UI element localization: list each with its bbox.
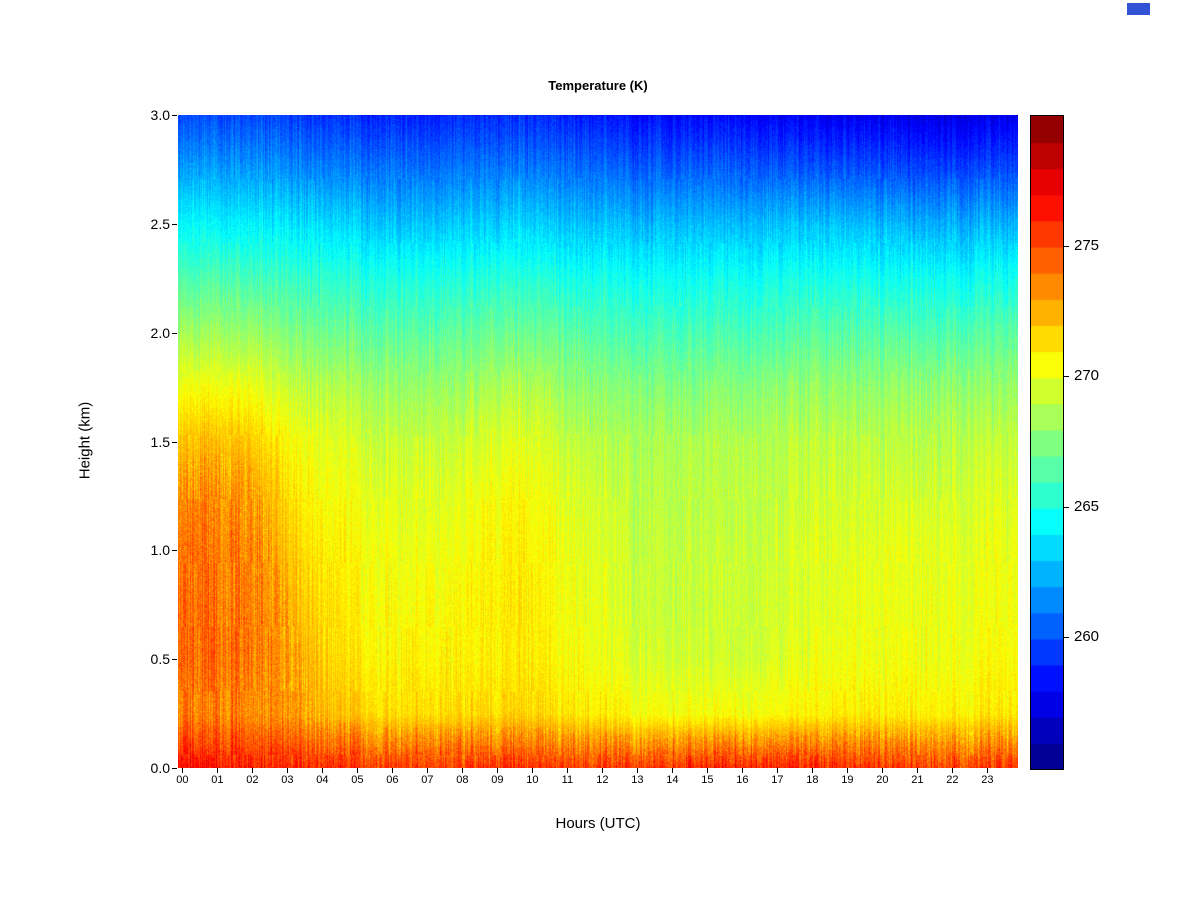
x-tick-label: 12	[596, 774, 609, 786]
chart-title: Temperature (K)	[548, 78, 648, 93]
x-tick-mark	[987, 768, 989, 773]
x-tick-label: 03	[281, 774, 294, 786]
colorbar	[1030, 115, 1064, 770]
colorbar-tick-label: 260	[1074, 628, 1100, 646]
x-tick-mark	[252, 768, 254, 773]
x-tick-label: 23	[981, 774, 994, 786]
corner-blue-mark	[1127, 3, 1150, 15]
x-tick-label: 00	[176, 774, 189, 786]
x-tick-label: 02	[246, 774, 259, 786]
x-tick-label: 19	[841, 774, 854, 786]
colorbar-tick-mark	[1064, 245, 1069, 247]
x-tick-label: 04	[316, 774, 329, 786]
x-tick-mark	[462, 768, 464, 773]
x-tick-mark	[672, 768, 674, 773]
x-tick-label: 14	[666, 774, 679, 786]
x-tick-mark	[532, 768, 534, 773]
x-tick-mark	[847, 768, 849, 773]
x-tick-mark	[357, 768, 359, 773]
y-tick-mark	[172, 332, 177, 334]
x-tick-label: 18	[806, 774, 819, 786]
colorbar-tick-label: 270	[1074, 367, 1100, 385]
y-tick-label: 1.5	[150, 433, 170, 450]
x-tick-label: 10	[526, 774, 539, 786]
x-tick-mark	[777, 768, 779, 773]
y-tick-mark	[172, 441, 177, 443]
x-tick-label: 09	[491, 774, 504, 786]
y-tick-label: 2.0	[150, 324, 170, 341]
y-tick-mark	[172, 659, 177, 661]
x-tick-mark	[182, 768, 184, 773]
x-tick-mark	[287, 768, 289, 773]
colorbar-tick-label: 265	[1074, 497, 1100, 515]
y-tick-label: 3.0	[150, 107, 170, 123]
colorbar-tick-label: 275	[1074, 236, 1100, 254]
x-tick-label: 22	[946, 774, 959, 786]
x-tick-label: 13	[631, 774, 644, 786]
x-tick-mark	[637, 768, 639, 773]
colorbar-tick-mark	[1064, 637, 1069, 639]
x-tick-mark	[707, 768, 709, 773]
x-tick-label: 07	[421, 774, 434, 786]
x-tick-label: 16	[736, 774, 749, 786]
heatmap-canvas	[178, 115, 1018, 768]
y-tick-mark	[172, 768, 177, 769]
colorbar-tick-mark	[1064, 506, 1069, 508]
y-tick-mark	[172, 223, 177, 225]
colorbar-tick-mark	[1064, 376, 1069, 378]
x-tick-mark	[602, 768, 604, 773]
y-tick-mark	[172, 115, 177, 116]
y-tick-label: 0.0	[150, 760, 170, 776]
x-tick-label: 20	[876, 774, 889, 786]
x-tick-label: 01	[211, 774, 224, 786]
x-tick-mark	[742, 768, 744, 773]
x-tick-mark	[567, 768, 569, 773]
x-tick-mark	[497, 768, 499, 773]
x-tick-mark	[952, 768, 954, 773]
x-tick-label: 06	[386, 774, 399, 786]
y-axis-label: Height (km)	[76, 401, 94, 480]
x-tick-mark	[812, 768, 814, 773]
x-tick-mark	[917, 768, 919, 773]
x-tick-mark	[427, 768, 429, 773]
x-tick-mark	[322, 768, 324, 773]
x-tick-label: 11	[561, 774, 574, 786]
x-tick-mark	[217, 768, 219, 773]
y-tick-label: 0.5	[150, 651, 170, 668]
y-tick-mark	[172, 550, 177, 552]
x-tick-mark	[392, 768, 394, 773]
y-tick-label: 2.5	[150, 215, 170, 232]
x-tick-label: 17	[771, 774, 784, 786]
x-tick-label: 05	[351, 774, 364, 786]
x-tick-label: 15	[701, 774, 714, 786]
x-tick-mark	[882, 768, 884, 773]
x-axis-label: Hours (UTC)	[555, 815, 641, 832]
x-tick-label: 21	[911, 774, 924, 786]
y-tick-label: 1.0	[150, 542, 170, 559]
x-tick-label: 08	[456, 774, 469, 786]
